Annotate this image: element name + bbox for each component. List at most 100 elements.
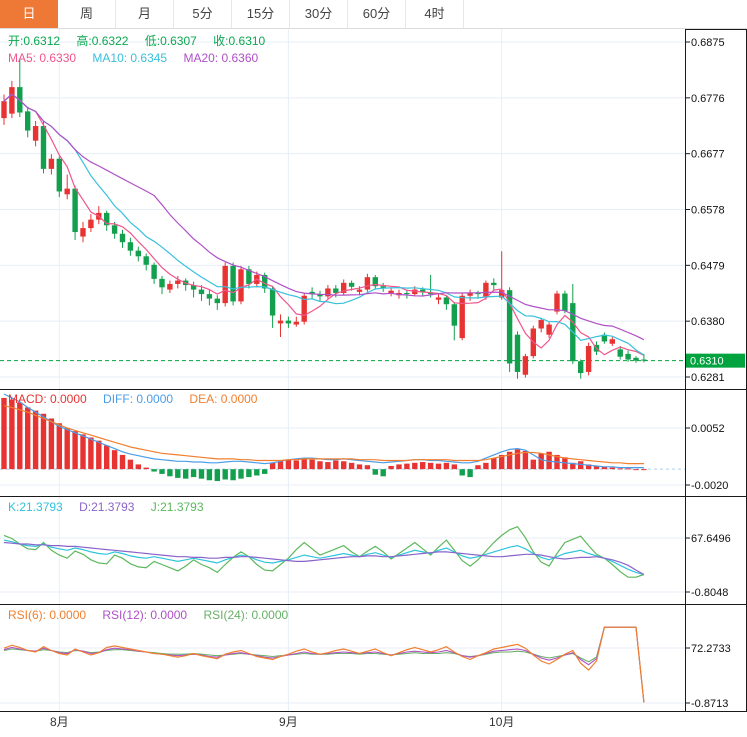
- macd-bar: [412, 462, 418, 470]
- macd-bar: [206, 469, 213, 481]
- kdj-layer: [3, 525, 645, 578]
- y-axis-label: 0.6380: [691, 316, 725, 328]
- ma5-value: MA5: 0.6330: [8, 51, 77, 65]
- current-price-text: 0.6310: [690, 356, 724, 368]
- candle-body: [325, 288, 331, 297]
- ma-header: MA5: 0.6330 MA10: 0.6345 MA20: 0.6360: [8, 51, 271, 65]
- candle-body: [443, 297, 450, 305]
- rsi6-value: RSI(6): 0.0000: [8, 608, 87, 622]
- tab-15min[interactable]: 15分: [232, 0, 290, 28]
- macd-bar: [151, 469, 157, 472]
- tab-30min[interactable]: 30分: [290, 0, 348, 28]
- candle-body: [104, 212, 110, 226]
- candle-body: [483, 282, 489, 298]
- macd-bar: [546, 451, 552, 470]
- candle-body: [333, 288, 339, 293]
- tab-4hour[interactable]: 4时: [406, 0, 464, 28]
- macd-bar: [633, 469, 639, 471]
- macd-bar: [214, 469, 220, 482]
- macd-bar: [459, 469, 465, 476]
- candle-body: [341, 282, 347, 293]
- macd-bar: [96, 440, 102, 470]
- candle-body: [451, 304, 457, 326]
- macd-bar: [483, 462, 489, 470]
- macd-value: MACD: 0.0000: [8, 392, 87, 406]
- kdj-header: K:21.3793 D:21.3793 J:21.3793: [8, 500, 217, 514]
- candle-body: [159, 278, 165, 288]
- tab-week[interactable]: 周: [58, 0, 116, 28]
- macd-bar: [293, 460, 299, 470]
- tab-month[interactable]: 月: [116, 0, 174, 28]
- candle-body: [372, 277, 378, 287]
- macd-bar: [285, 459, 292, 470]
- y-axis-label: -0.8713: [691, 698, 728, 710]
- candle-body: [412, 289, 418, 295]
- x-axis-labels-layer: 8月 9月 10月: [50, 715, 514, 729]
- macd-bar: [467, 469, 473, 478]
- candle-body: [356, 289, 363, 292]
- candle-body: [198, 289, 205, 295]
- tab-day[interactable]: 日: [0, 0, 58, 28]
- candle-body: [175, 280, 181, 284]
- macd-bar: [143, 467, 149, 470]
- ma10-value: MA10: 0.6345: [92, 51, 168, 65]
- macd-bar: [325, 462, 331, 470]
- macd-bar: [119, 454, 126, 470]
- candle-body: [32, 126, 39, 141]
- candle-body: [514, 334, 521, 372]
- candle-body: [285, 320, 292, 324]
- candle-body: [222, 265, 228, 304]
- macd-bar: [277, 461, 284, 470]
- macd-bar: [246, 469, 252, 478]
- candle-body: [617, 349, 623, 357]
- macd-bar: [301, 458, 307, 470]
- candle-body: [562, 293, 568, 312]
- macd-bar: [190, 469, 197, 478]
- macd-bar: [72, 431, 78, 470]
- candle-body: [585, 345, 592, 372]
- macd-bar: [514, 449, 521, 470]
- macd-bar: [254, 469, 260, 476]
- candle-body: [9, 87, 15, 114]
- macd-bar: [262, 469, 268, 474]
- macd-bar: [32, 410, 39, 470]
- macd-bar: [269, 462, 276, 470]
- ohlc-header: 开:0.6312 高:0.6322 低:0.6307 收:0.6310: [8, 32, 278, 49]
- candle-body: [127, 242, 134, 251]
- candle-body: [317, 294, 323, 297]
- macd-bar: [364, 465, 371, 470]
- macd-bar: [238, 469, 244, 479]
- candle-body: [427, 292, 434, 295]
- macd-bar: [135, 464, 141, 470]
- high-value: 高:0.6322: [76, 34, 129, 48]
- candle-body: [538, 320, 544, 329]
- dea-value: DEA: 0.0000: [189, 392, 258, 406]
- candle-body: [364, 277, 371, 290]
- y-axis-label: -0.0020: [691, 480, 728, 492]
- y-axis-label: 0.6578: [691, 205, 725, 217]
- candle-body: [435, 297, 442, 300]
- macd-bar: [111, 450, 118, 470]
- candle-body: [420, 289, 426, 293]
- candle-body: [56, 158, 62, 192]
- tab-60min[interactable]: 60分: [348, 0, 406, 28]
- macd-bar: [348, 462, 355, 470]
- d-value: D:21.3793: [79, 500, 135, 514]
- macd-bar: [641, 469, 647, 471]
- macd-bar: [578, 461, 584, 470]
- macd-bar: [40, 413, 47, 470]
- macd-bar: [25, 407, 31, 470]
- candle-body: [388, 290, 394, 293]
- y-axis-label: 0.6479: [691, 260, 725, 272]
- macd-bar: [183, 469, 189, 479]
- macd-bar: [522, 450, 529, 470]
- macd-bar: [48, 418, 55, 470]
- candle-body: [554, 293, 560, 312]
- macd-bar: [475, 465, 481, 470]
- macd-bar: [317, 461, 323, 470]
- tab-5min[interactable]: 5分: [174, 0, 232, 28]
- candle-body: [546, 324, 552, 335]
- macd-bar: [88, 437, 94, 470]
